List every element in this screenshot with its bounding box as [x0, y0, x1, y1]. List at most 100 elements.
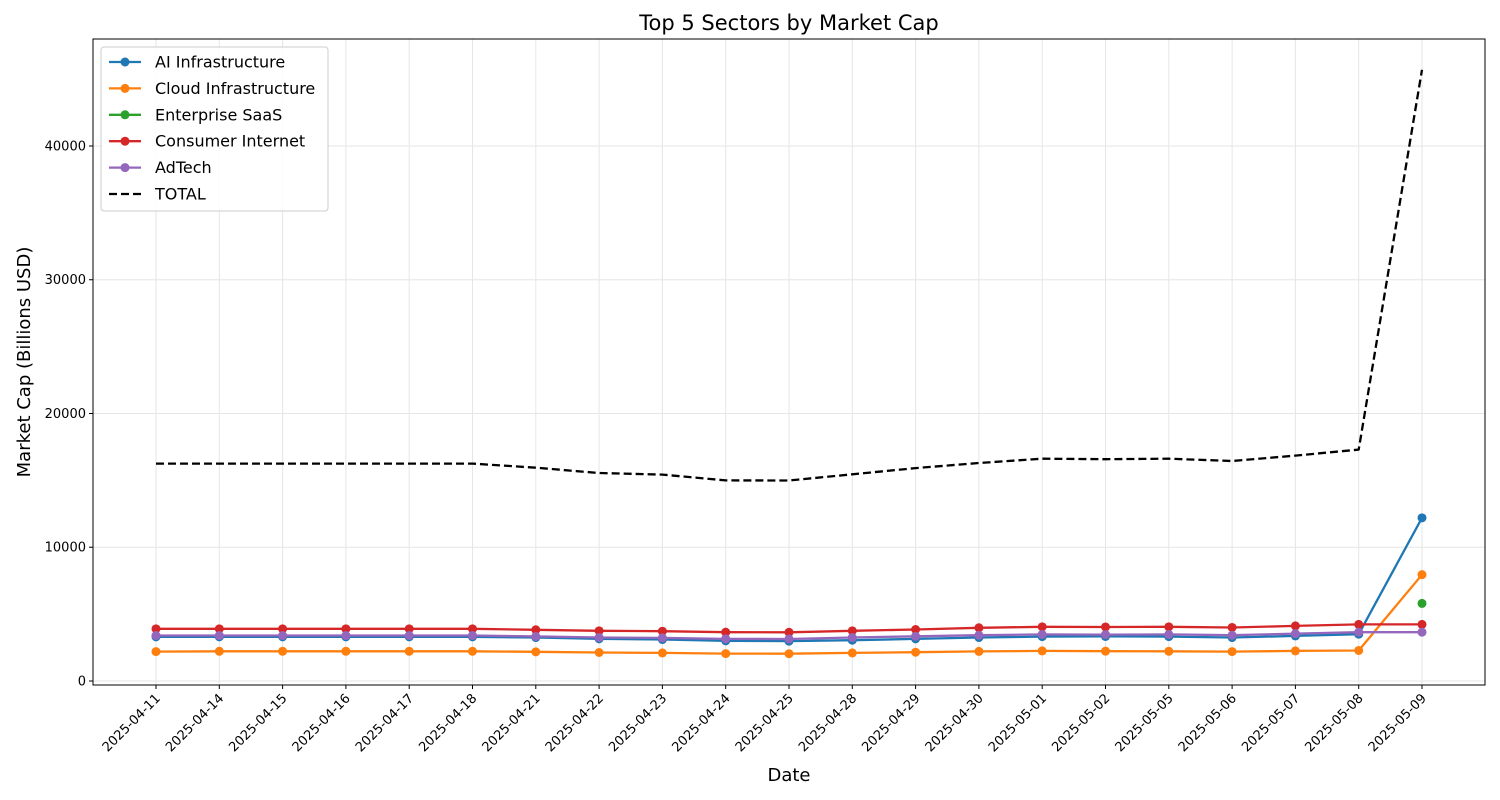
y-tick-label: 20000 [45, 407, 86, 422]
data-point [151, 631, 161, 641]
series-cloud-infrastructure [151, 570, 1427, 659]
legend-entry: AdTech [109, 158, 212, 177]
data-point [341, 631, 351, 641]
data-point [1164, 646, 1174, 656]
data-point [468, 646, 477, 656]
legend-entry: AI Infrastructure [109, 53, 285, 72]
x-tick-label: 2025-04-23 [606, 691, 670, 755]
legend-label: Enterprise SaaS [155, 105, 282, 124]
data-point [1290, 629, 1300, 639]
data-point [721, 627, 731, 637]
data-point [341, 646, 351, 656]
data-point [1417, 513, 1427, 523]
legend-entry: Enterprise SaaS [109, 105, 282, 124]
legend-marker [120, 163, 130, 173]
legend-entry: Consumer Internet [109, 132, 305, 151]
data-point [1354, 619, 1364, 629]
x-tick-label: 2025-05-07 [1239, 691, 1303, 755]
legend-entry: Cloud Infrastructure [109, 79, 315, 98]
legend-marker [120, 136, 130, 146]
data-point [531, 631, 541, 641]
data-point [341, 624, 351, 634]
data-point [911, 631, 921, 641]
data-point [1354, 645, 1364, 655]
data-point [1417, 619, 1427, 629]
data-point [594, 633, 604, 643]
data-point [214, 646, 224, 656]
data-point [531, 625, 541, 635]
series-line [156, 69, 1424, 482]
x-tick-label: 2025-04-14 [163, 691, 227, 755]
data-point [214, 631, 224, 641]
series-enterprise-saas [1417, 598, 1427, 608]
data-point [278, 624, 288, 634]
data-point [151, 647, 161, 657]
legend-marker [120, 83, 130, 93]
data-point [1037, 629, 1047, 639]
y-tick-label: 30000 [45, 273, 86, 288]
data-point [468, 624, 477, 634]
data-point [1101, 630, 1110, 640]
data-point [1037, 622, 1047, 632]
x-tick-label: 2025-04-28 [796, 691, 860, 755]
x-tick-label: 2025-05-05 [1113, 691, 1177, 755]
data-point [278, 646, 288, 656]
data-point [1227, 630, 1237, 640]
data-point [531, 647, 541, 657]
x-tick-label: 2025-04-30 [923, 691, 987, 755]
data-point [784, 634, 794, 644]
data-point [1417, 570, 1427, 580]
data-point [721, 649, 731, 659]
y-tick-label: 40000 [45, 139, 86, 154]
x-tick-label: 2025-05-01 [986, 691, 1050, 755]
data-point [1227, 622, 1237, 632]
chart-title: Top 5 Sectors by Market Cap [638, 11, 938, 35]
x-axis: 2025-04-11 2025-04-14 2025-04-15 2025-04-16… [100, 685, 1430, 755]
data-point [1290, 646, 1300, 656]
data-point [1101, 622, 1110, 632]
data-point [1101, 646, 1110, 656]
x-tick-label: 2025-05-08 [1302, 691, 1366, 755]
data-point [974, 630, 984, 640]
data-point [784, 627, 794, 637]
series-consumer-internet [151, 619, 1427, 637]
series-total [156, 69, 1424, 482]
data-point [1037, 646, 1047, 656]
data-point [278, 631, 288, 641]
x-axis-label: Date [767, 765, 810, 786]
data-point [1227, 647, 1237, 657]
legend-label: TOTAL [154, 185, 206, 204]
legend-label: Consumer Internet [155, 132, 305, 151]
legend-label: AdTech [155, 158, 212, 177]
x-tick-label: 2025-04-24 [669, 691, 733, 755]
x-tick-label: 2025-05-06 [1176, 691, 1240, 755]
legend: AI Infrastructure Cloud Infrastructure Ent… [100, 46, 329, 212]
y-axis-label: Market Cap (Billions USD) [14, 247, 35, 478]
data-point [784, 649, 794, 659]
data-point [404, 646, 414, 656]
data-point [847, 633, 857, 643]
legend-label: AI Infrastructure [155, 53, 285, 72]
data-point [468, 631, 477, 641]
data-point [1164, 629, 1174, 639]
data-point [657, 648, 667, 658]
data-point [911, 647, 921, 657]
x-tick-label: 2025-04-21 [480, 691, 544, 755]
x-tick-label: 2025-05-02 [1049, 691, 1113, 755]
data-point [1290, 621, 1300, 631]
data-point [974, 646, 984, 656]
legend-label: Cloud Infrastructure [155, 79, 315, 98]
data-point [974, 623, 984, 633]
data-point [214, 624, 224, 634]
legend-entry: TOTAL [109, 185, 206, 204]
legend-frame [100, 46, 329, 212]
x-tick-label: 2025-04-18 [416, 691, 480, 755]
x-tick-label: 2025-04-25 [733, 691, 797, 755]
x-tick-label: 2025-04-15 [226, 691, 290, 755]
x-tick-label: 2025-04-17 [353, 691, 417, 755]
y-tick-label: 10000 [45, 541, 86, 556]
data-point [1417, 598, 1427, 608]
data-point [1164, 622, 1174, 632]
x-tick-label: 2025-04-22 [543, 691, 607, 755]
